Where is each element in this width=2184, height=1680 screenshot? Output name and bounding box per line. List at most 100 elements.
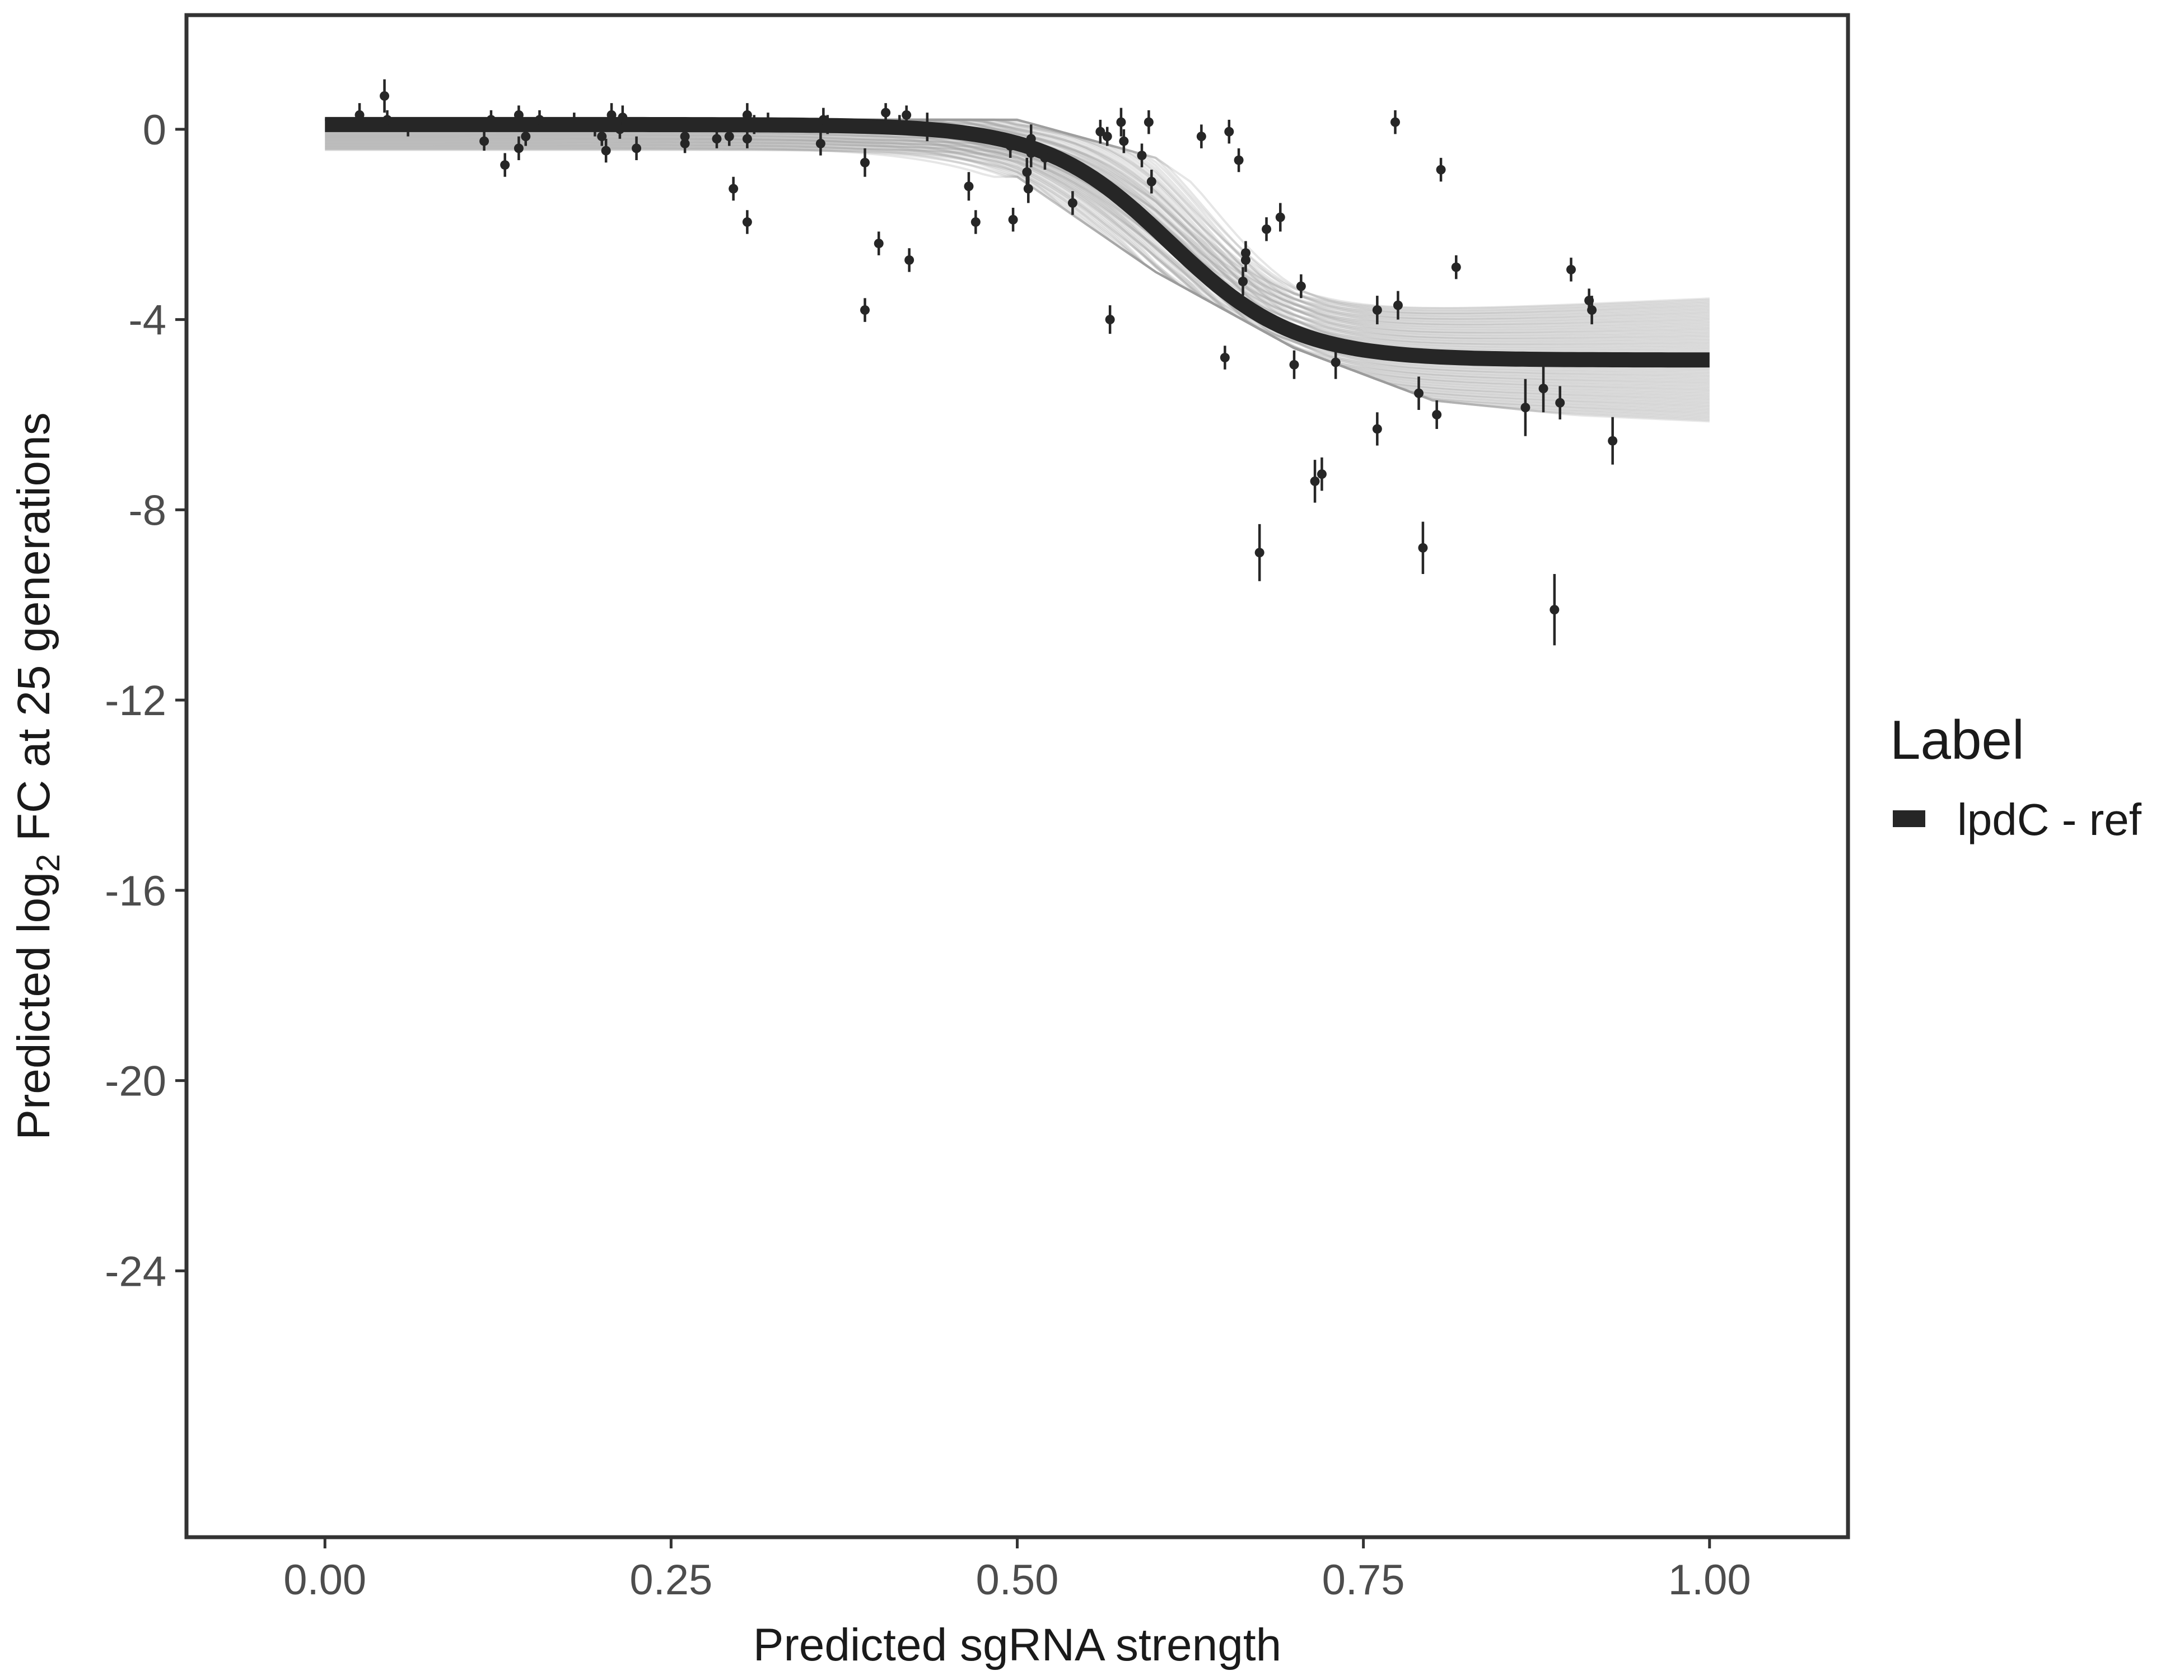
point-marker [874,239,884,249]
y-tick-label: -4 [128,297,166,344]
data-point [1414,376,1424,410]
data-point [1310,460,1320,503]
data-point [815,132,825,156]
point-marker [763,117,773,127]
point-marker [1102,132,1112,142]
posterior-draw-line [325,147,1710,418]
point-marker [1119,136,1129,146]
data-point [1102,127,1112,146]
point-marker [904,255,914,265]
point-marker [590,122,600,132]
point-marker [1262,224,1272,234]
data-point [860,148,870,177]
point-marker [1331,357,1341,367]
point-marker [1005,141,1015,151]
point-marker [742,110,752,120]
posterior-draw-line [325,136,1710,391]
point-marker [1296,281,1306,291]
data-point [729,176,739,201]
point-marker [597,132,607,142]
point-marker [500,160,510,170]
posterior-draw-line [325,148,1710,423]
point-marker [902,110,912,120]
data-point [1587,296,1597,325]
data-point [1116,108,1126,137]
data-point [881,103,891,123]
data-point [1393,291,1403,320]
data-point [1238,267,1248,296]
data-point [1220,346,1230,370]
data-point [749,115,759,134]
point-marker [1116,117,1126,127]
posterior-draw-line [325,139,1710,400]
legend-title: Label [1890,709,2024,771]
data-point [1254,524,1264,581]
point-marker [1587,305,1597,315]
data-point [382,110,393,129]
posterior-draw-line [325,134,1710,388]
point-marker [606,110,617,120]
point-marker [1275,212,1285,222]
data-point [874,231,884,255]
data-point [1023,174,1033,203]
y-axis-title: Predicted log2 FC at 25 generations [8,412,67,1140]
data-point [1137,143,1147,167]
point-marker [1317,469,1327,479]
data-point [601,138,611,163]
y-axis-title-suffix: FC at 25 generations [8,412,59,854]
data-point [1555,386,1565,419]
data-point [479,132,489,151]
point-marker [1289,360,1299,370]
legend: Label lpdC - ref [1890,709,2142,844]
data-point [902,105,912,125]
point-marker [569,117,579,127]
posterior-draw-line [325,137,1710,395]
point-marker [1144,117,1154,127]
data-point [1144,110,1154,134]
data-point [1234,148,1244,172]
data-point [1067,191,1077,215]
point-marker [486,115,496,125]
point-marker [1393,300,1403,310]
posterior-draw-line [325,141,1710,403]
point-marker [514,110,524,120]
point-marker [1436,165,1446,175]
posterior-draw-line [325,144,1710,412]
data-point [1436,157,1446,182]
point-marker [894,119,904,129]
point-marker [1234,155,1244,165]
point-marker [1538,384,1548,394]
posterior-draw-line [325,141,1710,405]
point-marker [742,217,752,227]
point-marker [1067,198,1077,208]
point-marker [680,138,690,148]
posterior-draw-line [325,136,1710,392]
data-point [1538,365,1548,413]
point-marker [514,143,524,153]
data-point [1275,203,1285,232]
data-point [590,117,600,137]
point-marker [1550,605,1560,615]
data-point [618,105,628,129]
data-point [632,136,642,161]
data-point [1005,134,1015,158]
posterior-draw-line [325,148,1710,421]
plot-panel-border [184,13,1850,1539]
point-marker [1432,409,1442,419]
data-point [1390,110,1400,134]
x-tick-label: 0.00 [283,1556,366,1604]
data-point [742,210,752,234]
point-marker [881,108,891,118]
legend-key-lpdc-ref [1893,810,1925,827]
data-point [354,103,365,127]
point-marker [1310,476,1320,486]
point-marker [380,91,390,101]
data-point [1520,379,1530,436]
posterior-draw-line [325,140,1710,402]
data-point [1372,296,1382,325]
data-point [569,113,579,132]
point-marker [479,136,489,146]
point-marker [1390,117,1400,127]
point-marker [632,143,642,153]
point-marker [1105,315,1115,325]
